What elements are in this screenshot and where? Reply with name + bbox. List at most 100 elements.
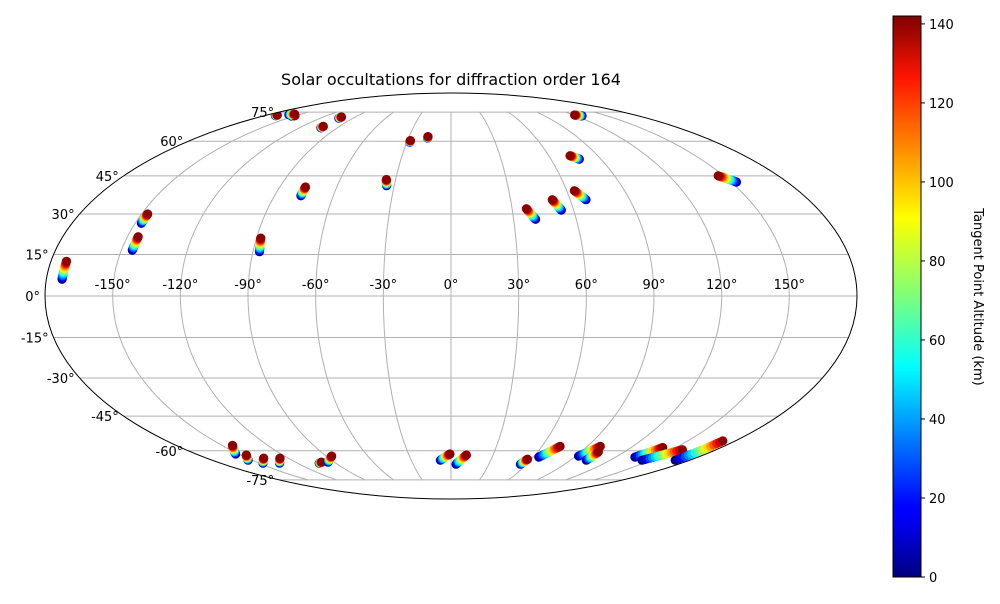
data-point xyxy=(555,441,565,451)
map-outline xyxy=(44,92,858,500)
occultation-track xyxy=(323,451,337,467)
occultation-track xyxy=(565,151,584,164)
colorbar-tick-label: 120 xyxy=(929,97,954,112)
data-point xyxy=(327,451,337,461)
longitude-tick-label: 30° xyxy=(507,278,530,293)
graticule xyxy=(45,111,857,481)
data-point xyxy=(445,449,455,459)
colorbar-tick-label: 0 xyxy=(929,571,937,586)
colorbar: 0 20 40 60 80 100 120 140 Tangent Point Altitud… xyxy=(892,15,985,586)
occultation-track xyxy=(423,132,433,143)
data-point xyxy=(259,453,269,463)
occultation-track xyxy=(136,209,153,228)
latitude-tick-label: -15° xyxy=(21,332,49,347)
data-point xyxy=(461,450,471,460)
data-point xyxy=(316,457,327,467)
latitude-tick-label: 75° xyxy=(251,106,274,121)
occultation-track xyxy=(569,186,591,205)
data-point xyxy=(300,182,311,192)
occultation-track xyxy=(435,449,455,465)
occultation-track xyxy=(581,447,604,465)
longitude-tick-label: -30° xyxy=(369,278,397,293)
occultation-track xyxy=(316,121,328,133)
colorbar-gradient xyxy=(892,15,922,578)
colorbar-tick-label: 60 xyxy=(929,334,946,349)
colorbar-label: Tangent Point Altitude (km) xyxy=(970,207,985,385)
data-point xyxy=(405,136,415,146)
meridian-gridline xyxy=(179,111,337,481)
occultation-track xyxy=(521,204,541,224)
occultation-track xyxy=(713,171,742,187)
data-point xyxy=(713,171,723,181)
longitude-tick-label: 90° xyxy=(642,278,665,293)
longitude-tick-label: 120° xyxy=(706,278,737,293)
longitude-tick-label: -120° xyxy=(162,278,198,293)
data-point xyxy=(718,436,728,446)
data-point xyxy=(565,151,575,161)
occultation-track xyxy=(534,441,565,462)
longitude-tick-labels: -150° -120° -90° -60° -30° 0° 30° 60° 90° 120° 150… xyxy=(95,278,805,293)
colorbar-tick-label: 100 xyxy=(929,176,954,191)
latitude-tick-label: -60° xyxy=(156,445,184,460)
chart-title: Solar occultations for diffraction order… xyxy=(281,70,621,89)
occultation-track xyxy=(274,453,285,468)
occultation-track xyxy=(241,450,253,465)
longitude-tick-label: 60° xyxy=(575,278,598,293)
colorbar-tick-label: 80 xyxy=(929,255,946,270)
latitude-tick-label: 0° xyxy=(25,290,40,305)
data-point xyxy=(61,256,72,266)
data-point xyxy=(570,110,580,120)
meridian-gridline xyxy=(479,111,520,481)
data-point xyxy=(256,233,266,243)
meridian-gridline xyxy=(508,111,587,481)
meridian-gridline xyxy=(382,111,423,481)
data-point xyxy=(381,174,391,185)
colorbar-tick-label: 140 xyxy=(929,18,954,33)
meridian-gridline xyxy=(536,111,655,481)
latitude-tick-label: 45° xyxy=(96,170,119,185)
longitude-tick-label: 0° xyxy=(444,278,459,293)
data-point xyxy=(133,232,143,242)
data-point xyxy=(318,121,328,131)
data-point xyxy=(290,109,300,119)
meridian-gridline xyxy=(565,111,723,481)
latitude-tick-label: -45° xyxy=(91,410,119,425)
data-point xyxy=(275,453,285,463)
latitude-tick-labels: -75° -60° -45° -30° -15° 0° 15° 30° 45° 60° 75° xyxy=(21,106,274,489)
occultation-track xyxy=(127,232,143,255)
occultation-track xyxy=(296,182,311,201)
data-point xyxy=(423,132,433,142)
longitude-tick-label: -150° xyxy=(95,278,131,293)
occultation-track xyxy=(570,110,587,121)
latitude-tick-label: -30° xyxy=(47,372,75,387)
longitude-tick-label: -90° xyxy=(234,278,262,293)
occultation-track xyxy=(57,256,72,284)
longitude-tick-label: 150° xyxy=(774,278,805,293)
occultation-track xyxy=(314,457,327,468)
colorbar-ticks: 0 20 40 60 80 100 120 140 xyxy=(921,18,954,586)
data-point xyxy=(241,450,251,460)
latitude-tick-label: 15° xyxy=(26,248,49,263)
latitude-tick-label: 60° xyxy=(160,135,183,150)
occultation-track xyxy=(451,450,471,469)
colorbar-tick-label: 40 xyxy=(929,413,946,428)
occultation-track xyxy=(284,109,300,120)
data-point xyxy=(143,209,153,219)
occultation-track xyxy=(515,454,533,469)
data-point xyxy=(336,112,347,122)
data-points xyxy=(57,109,742,469)
latitude-tick-label: 30° xyxy=(52,208,75,223)
data-point xyxy=(227,440,238,450)
meridian-gridline xyxy=(112,111,308,481)
occultation-track xyxy=(670,436,728,465)
meridian-gridline xyxy=(247,111,366,481)
occultation-track xyxy=(254,233,266,257)
occultation-track xyxy=(227,440,241,459)
occultation-track xyxy=(381,174,392,191)
data-point xyxy=(569,186,580,196)
longitude-tick-label: -60° xyxy=(302,278,330,293)
occultation-track xyxy=(258,453,269,468)
occultation-track xyxy=(334,112,347,123)
occultation-track xyxy=(547,195,566,215)
